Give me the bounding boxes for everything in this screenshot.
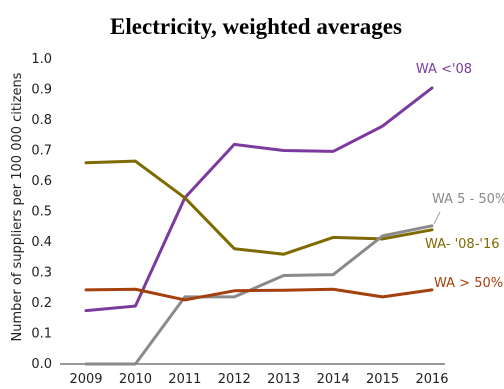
series-label: WA 5 - 50% (432, 192, 504, 207)
series-label: WA- '08-'16 (425, 237, 500, 252)
y-tick-label: 0.0 (31, 357, 52, 372)
y-tick-labels: 0.0 0.1 0.2 0.3 0.4 0.5 0.6 0.7 0.8 0.9 1.0 (31, 52, 52, 372)
x-tick-label: 2011 (168, 372, 201, 387)
x-tick-labels: 2009 2010 2011 2012 2013 2014 2015 2016 (69, 372, 448, 387)
series-label: WA <'08 (416, 62, 472, 77)
series-line (84, 287, 434, 302)
series-lines (84, 86, 434, 366)
y-axis-label: Number of suppliers per 100 000 citizens (10, 72, 25, 341)
y-tick-label: 0.5 (31, 205, 52, 220)
y-tick-label: 0.9 (31, 83, 52, 98)
y-tick-label: 0.1 (31, 327, 52, 342)
y-tick-label: 0.4 (31, 235, 52, 250)
y-tick-label: 1.0 (31, 52, 52, 67)
y-tick-label: 0.6 (31, 174, 52, 189)
series-labels: WA <'08 WA- '08-'16 WA 5 - 50% WA > 50% (416, 62, 504, 291)
series-label: WA > 50% (434, 276, 503, 291)
y-tick-label: 0.2 (31, 296, 52, 311)
x-tick-label: 2012 (218, 372, 251, 387)
x-tick-label: 2009 (69, 372, 102, 387)
x-tick-label: 2010 (119, 372, 152, 387)
y-tick-label: 0.8 (31, 113, 52, 128)
x-tick-label: 2014 (317, 372, 350, 387)
y-tick-label: 0.3 (31, 266, 52, 281)
y-tick-label: 0.7 (31, 144, 52, 159)
x-tick-label: 2015 (366, 372, 399, 387)
chart-title: Electricity, weighted averages (110, 14, 402, 39)
x-tick-label: 2016 (415, 372, 448, 387)
series-line (84, 86, 434, 313)
series-line (84, 159, 434, 256)
x-tick-label: 2013 (267, 372, 300, 387)
series-label-leader (433, 211, 441, 225)
series-line (84, 224, 434, 366)
